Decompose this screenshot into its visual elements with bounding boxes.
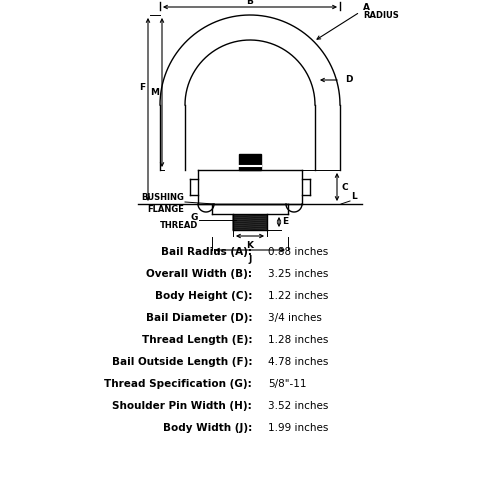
Text: Bail Outside Length (F):: Bail Outside Length (F):	[112, 357, 252, 367]
Text: 5/8"-11: 5/8"-11	[268, 379, 306, 389]
Text: C: C	[341, 182, 347, 192]
Text: 3.52 inches: 3.52 inches	[268, 401, 328, 411]
Text: Shoulder Pin Width (H):: Shoulder Pin Width (H):	[112, 401, 252, 411]
Bar	[239, 154, 261, 170]
Text: FLANGE: FLANGE	[147, 204, 184, 214]
Text: Bail Diameter (D):: Bail Diameter (D):	[146, 313, 252, 323]
Text: 1.28 inches: 1.28 inches	[268, 335, 328, 345]
Text: F: F	[139, 83, 145, 92]
Text: Thread Length (E):: Thread Length (E):	[142, 335, 252, 345]
Text: Bail Radius (A):: Bail Radius (A):	[161, 247, 252, 257]
Text: 1.22 inches: 1.22 inches	[268, 291, 328, 301]
Text: Overall Width (B):: Overall Width (B):	[146, 269, 252, 279]
Text: BUSHING: BUSHING	[141, 194, 184, 202]
Text: L: L	[351, 192, 357, 201]
Text: RADIUS: RADIUS	[363, 12, 399, 20]
Text: Body Width (J):: Body Width (J):	[163, 423, 252, 433]
Text: 3/4 inches: 3/4 inches	[268, 313, 322, 323]
Text: K: K	[246, 241, 254, 250]
Text: Thread Specification (G):: Thread Specification (G):	[104, 379, 252, 389]
Text: M: M	[150, 88, 159, 97]
Text: 0.88 inches: 0.88 inches	[268, 247, 328, 257]
Text: B: B	[246, 0, 254, 6]
Text: 3.25 inches: 3.25 inches	[268, 269, 328, 279]
Text: 4.78 inches: 4.78 inches	[268, 357, 328, 367]
Text: Body Height (C):: Body Height (C):	[154, 291, 252, 301]
Text: 1.99 inches: 1.99 inches	[268, 423, 328, 433]
Text: G: G	[190, 212, 198, 222]
Text: E: E	[282, 218, 288, 226]
Text: D: D	[345, 76, 352, 84]
Text: J: J	[248, 255, 252, 264]
Text: A: A	[363, 4, 370, 13]
Text: THREAD: THREAD	[160, 222, 198, 230]
